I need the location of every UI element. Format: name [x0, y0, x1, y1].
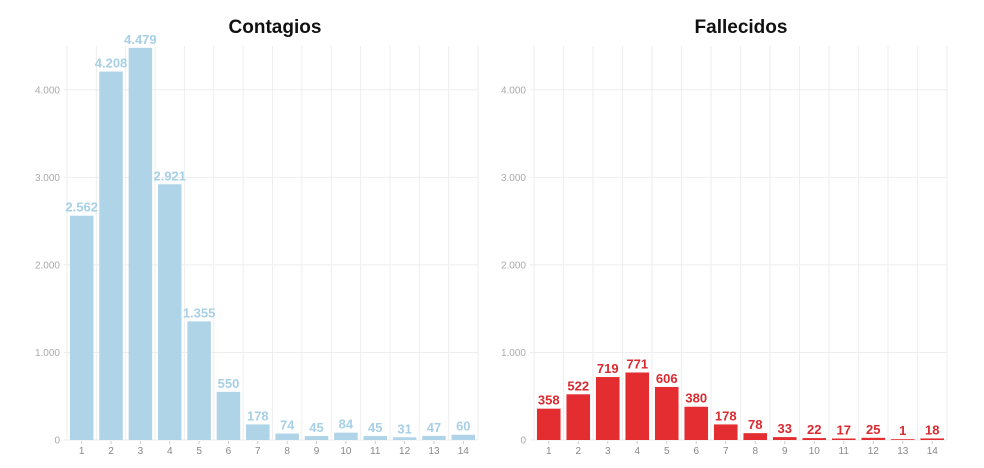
y-tick-label: 1.000 — [501, 348, 526, 359]
data-label: 1.355 — [183, 305, 216, 320]
x-tick-label: 11 — [839, 446, 850, 457]
data-label: 18 — [925, 422, 939, 437]
y-tick-label: 0 — [54, 436, 60, 447]
data-label: 60 — [456, 419, 470, 434]
bar — [99, 71, 123, 440]
x-tick-label: 4 — [634, 446, 640, 457]
x-tick-label: 6 — [693, 446, 699, 457]
bar — [713, 424, 738, 440]
bar — [654, 386, 679, 440]
chart-panel-2: Fallecidos01.0002.0003.0004.000358152227… — [501, 17, 948, 457]
bar — [890, 439, 915, 440]
y-tick-label: 2.000 — [35, 260, 60, 271]
x-tick-label: 10 — [809, 446, 821, 457]
data-label: 178 — [715, 408, 737, 423]
bar — [536, 408, 561, 440]
x-tick-label: 4 — [167, 446, 173, 457]
bar — [187, 321, 211, 440]
y-tick-label: 3.000 — [501, 173, 526, 184]
x-tick-label: 1 — [546, 446, 552, 457]
bar — [334, 432, 358, 440]
data-label: 719 — [597, 361, 619, 376]
data-label: 522 — [567, 378, 589, 393]
x-tick-label: 3 — [605, 446, 611, 457]
bar — [158, 184, 182, 440]
x-tick-label: 13 — [897, 446, 909, 457]
x-tick-label: 14 — [458, 446, 470, 457]
bar — [566, 394, 591, 440]
bar — [363, 436, 387, 440]
x-tick-label: 6 — [226, 446, 232, 457]
bar — [304, 436, 329, 440]
bar — [128, 47, 153, 441]
bar — [246, 424, 270, 440]
data-label: 45 — [309, 420, 323, 435]
data-label: 22 — [807, 422, 821, 437]
data-label: 47 — [427, 420, 441, 435]
bar — [861, 437, 886, 440]
bar — [920, 438, 945, 440]
bar — [772, 437, 797, 440]
data-label: 45 — [368, 420, 382, 435]
bar — [69, 215, 94, 440]
bar — [831, 438, 856, 440]
data-label: 2.921 — [153, 168, 186, 183]
x-tick-label: 14 — [927, 446, 939, 457]
y-tick-label: 2.000 — [501, 260, 526, 271]
data-label: 606 — [656, 371, 678, 386]
bar — [802, 438, 827, 440]
chart-panel-1: Contagios 0 1.000 2.000 3.000 4.000 2.562 1 4.20… — [35, 17, 479, 457]
x-tick-label: 5 — [664, 446, 670, 457]
data-label: 4.479 — [124, 32, 157, 47]
data-label: 17 — [837, 423, 851, 438]
data-label: 771 — [626, 356, 648, 371]
data-label: 84 — [339, 417, 354, 432]
x-tick-label: 2 — [575, 446, 581, 457]
bar — [275, 433, 299, 440]
chart-title: Contagios — [229, 17, 322, 38]
chart-title: Fallecidos — [695, 17, 788, 38]
data-label: 2.562 — [65, 200, 98, 215]
bar — [216, 391, 241, 440]
data-label: 550 — [218, 376, 240, 391]
x-tick-label: 12 — [868, 446, 880, 457]
data-label: 25 — [866, 422, 880, 437]
x-tick-label: 12 — [399, 446, 411, 457]
bar — [684, 406, 709, 440]
x-tick-label: 13 — [428, 446, 440, 457]
data-label: 78 — [748, 417, 762, 432]
x-tick-label: 10 — [340, 446, 352, 457]
bar — [625, 372, 650, 440]
data-label: 178 — [247, 408, 269, 423]
x-tick-label: 1 — [79, 446, 85, 457]
data-label: 33 — [778, 421, 792, 436]
x-tick-label: 3 — [138, 446, 144, 457]
x-tick-label: 2 — [108, 446, 114, 457]
x-tick-label: 7 — [723, 446, 729, 457]
data-label: 4.208 — [95, 56, 128, 71]
y-tick-label: 4.000 — [35, 85, 60, 96]
data-label: 74 — [280, 418, 295, 433]
y-tick-label: 3.000 — [35, 173, 60, 184]
x-tick-label: 8 — [284, 446, 290, 457]
bar — [392, 437, 417, 440]
x-tick-label: 5 — [196, 446, 202, 457]
data-label: 380 — [685, 391, 707, 406]
data-label: 358 — [538, 393, 560, 408]
x-tick-label: 8 — [752, 446, 758, 457]
x-tick-label: 9 — [314, 446, 320, 457]
y-tick-label: 4.000 — [501, 85, 526, 96]
x-tick-label: 11 — [370, 446, 381, 457]
data-label: 31 — [397, 421, 411, 436]
y-tick-label: 1.000 — [35, 348, 60, 359]
bar — [595, 377, 620, 440]
y-tick-label: 0 — [520, 436, 526, 447]
x-tick-label: 7 — [255, 446, 261, 457]
bar — [743, 433, 768, 440]
data-label: 1 — [899, 423, 906, 438]
bar — [422, 435, 446, 440]
bar — [451, 434, 476, 440]
x-tick-label: 9 — [782, 446, 788, 457]
